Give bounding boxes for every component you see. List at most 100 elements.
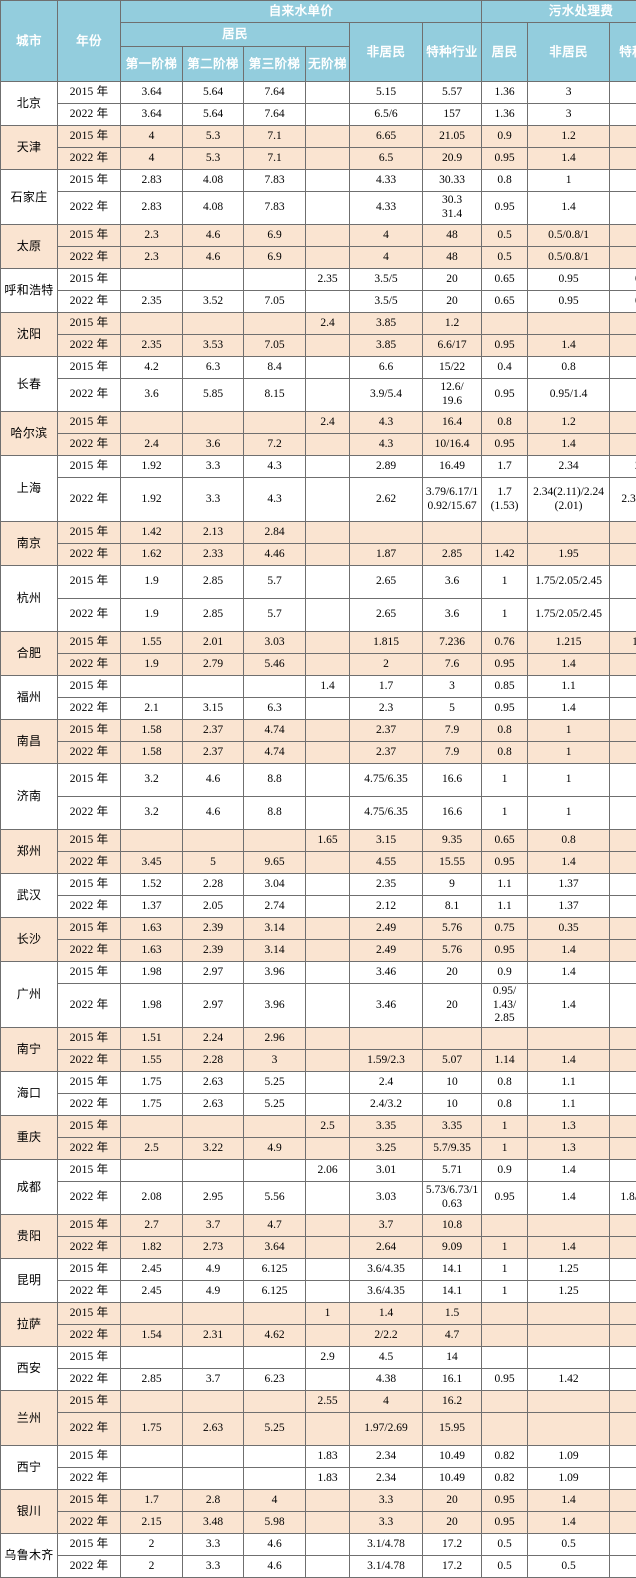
cell-tier3: 7.83 [244, 170, 306, 192]
cell-sewage-resident: 0.4 [482, 357, 528, 379]
cell-sewage-resident: 0.5 [482, 225, 528, 247]
cell-special-industry: 14.1 [423, 1281, 482, 1303]
cell-non-resident: 3.7 [350, 1215, 423, 1237]
cell-tier1 [121, 1160, 183, 1182]
cell-non-resident: 4 [350, 1391, 423, 1413]
cell-tier3: 5.25 [244, 1072, 306, 1094]
cell-sewage-resident: 0.5 [482, 1534, 528, 1556]
cell-tier2: 3.3 [183, 456, 244, 478]
year-cell: 2015 年 [58, 676, 121, 698]
table-row: 2022 年1.622.334.461.872.851.421.951.95 [1, 544, 636, 566]
cell-tier1: 1.58 [121, 742, 183, 764]
cell-special-industry: 12.6/ 19.6 [423, 379, 482, 412]
cell-tier2: 2.95 [183, 1182, 244, 1215]
cell-tier2: 2.39 [183, 940, 244, 962]
cell-sewage-special [610, 522, 636, 544]
cell-sewage-resident: 0.95 [482, 379, 528, 412]
cell-sewage-non-resident: 1.4 [528, 940, 610, 962]
cell-special-industry: 5.07 [423, 1050, 482, 1072]
cell-tier1: 3.2 [121, 764, 183, 797]
cell-tier2: 2.85 [183, 599, 244, 632]
cell-sewage-non-resident: 1.75/2.05/2.45 [528, 566, 610, 599]
year-cell: 2015 年 [58, 82, 121, 104]
cell-sewage-resident: 0.95 [482, 335, 528, 357]
cell-tier3: 4.74 [244, 720, 306, 742]
cell-tier3: 6.125 [244, 1281, 306, 1303]
cell-no-tier [306, 984, 350, 1028]
cell-tier2 [183, 1303, 244, 1325]
cell-tier3 [244, 1347, 306, 1369]
cell-special-industry: 20.9 [423, 148, 482, 170]
cell-special-industry: 16.2 [423, 1391, 482, 1413]
cell-tier3 [244, 269, 306, 291]
cell-sewage-non-resident: 0.5/0.8/1 [528, 247, 610, 269]
cell-sewage-resident: 0.5 [482, 247, 528, 269]
year-cell: 2022 年 [58, 940, 121, 962]
cell-tier1 [121, 1347, 183, 1369]
cell-tier1: 3.64 [121, 104, 183, 126]
cell-tier3: 5.7 [244, 566, 306, 599]
cell-sewage-resident [482, 313, 528, 335]
cell-tier3: 7.1 [244, 126, 306, 148]
cell-tier2: 3.53 [183, 335, 244, 357]
cell-tier2: 2.01 [183, 632, 244, 654]
cell-no-tier [306, 1556, 350, 1578]
cell-special-industry: 7.236 [423, 632, 482, 654]
cell-non-resident: 3.85 [350, 335, 423, 357]
cell-sewage-special: 1.765 [610, 632, 636, 654]
cell-sewage-resident: 1 [482, 764, 528, 797]
header-tier1: 第一阶梯 [121, 47, 183, 82]
cell-tier3: 2.84 [244, 522, 306, 544]
cell-sewage-non-resident: 1 [528, 764, 610, 797]
city-cell: 北京 [1, 82, 58, 126]
year-cell: 2022 年 [58, 797, 121, 830]
cell-sewage-resident: 0.95 [482, 434, 528, 456]
year-cell: 2015 年 [58, 1072, 121, 1094]
cell-tier3 [244, 1160, 306, 1182]
cell-sewage-resident: 0.95 [482, 654, 528, 676]
cell-tier3: 3.96 [244, 984, 306, 1028]
cell-sewage-special: 0.5 [610, 1556, 636, 1578]
cell-tier2: 2.37 [183, 742, 244, 764]
year-cell: 2015 年 [58, 830, 121, 852]
cell-no-tier [306, 1050, 350, 1072]
cell-tier3: 3.14 [244, 918, 306, 940]
cell-tier1: 1.7 [121, 1490, 183, 1512]
table-row: 2022 年45.37.16.520.90.951.41.4 [1, 148, 636, 170]
cell-tier1: 1.52 [121, 874, 183, 896]
cell-special-industry: 5.7/9.35 [423, 1138, 482, 1160]
cell-non-resident: 6.5 [350, 148, 423, 170]
cell-special-industry: 3.35 [423, 1116, 482, 1138]
cell-sewage-special: 1.4 [610, 434, 636, 456]
cell-sewage-special: 0.9 [610, 1369, 636, 1391]
year-cell: 2022 年 [58, 1468, 121, 1490]
cell-tier1 [121, 269, 183, 291]
cell-non-resident: 3.1/4.78 [350, 1556, 423, 1578]
cell-tier1: 1.98 [121, 984, 183, 1028]
cell-sewage-non-resident: 1.95 [528, 544, 610, 566]
year-cell: 2015 年 [58, 126, 121, 148]
cell-sewage-resident: 0.95 [482, 148, 528, 170]
cell-special-industry: 20 [423, 984, 482, 1028]
cell-special-industry: 30.3 31.4 [423, 192, 482, 225]
city-cell: 上海 [1, 456, 58, 522]
cell-sewage-non-resident: 2.34 [528, 456, 610, 478]
cell-sewage-special [610, 313, 636, 335]
cell-no-tier [306, 291, 350, 313]
cell-non-resident: 4.55 [350, 852, 423, 874]
cell-sewage-non-resident: 1.25 [528, 1281, 610, 1303]
cell-no-tier: 2.55 [306, 1391, 350, 1413]
year-cell: 2015 年 [58, 225, 121, 247]
header-non-resident: 非居民 [350, 23, 423, 82]
cell-non-resident: 4.33 [350, 192, 423, 225]
cell-special-industry: 5.57 [423, 82, 482, 104]
cell-sewage-resident: 0.76 [482, 632, 528, 654]
cell-tier3 [244, 1468, 306, 1490]
cell-special-industry: 48 [423, 225, 482, 247]
cell-sewage-non-resident: 1.4 [528, 434, 610, 456]
cell-no-tier: 2.35 [306, 269, 350, 291]
